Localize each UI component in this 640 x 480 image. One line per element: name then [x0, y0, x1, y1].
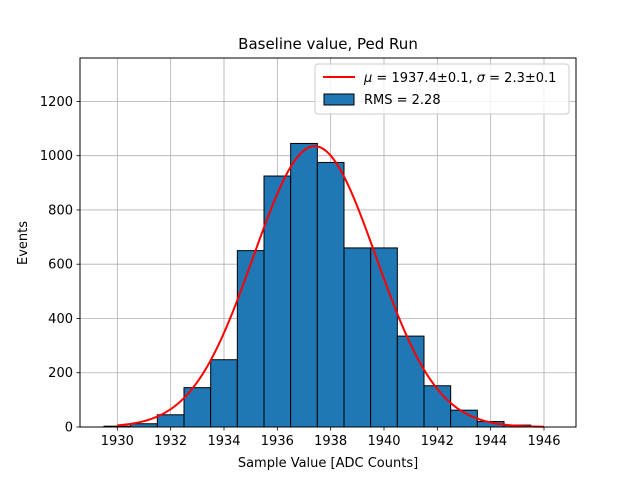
legend-rms-patch-icon	[323, 93, 355, 106]
legend-mu-value: = 1937.4±0.1,	[372, 71, 476, 86]
gaussian-fit-curve	[117, 145, 545, 428]
x-axis-ticks: 1930 1932 1934 1936 1938 1940 1942 1944 1946	[101, 427, 561, 449]
y-tick-label: 200	[48, 366, 73, 381]
histogram-bar	[263, 175, 292, 428]
x-axis-label: Sample Value [ADC Counts]	[238, 456, 418, 471]
gaussian-fit-line	[117, 145, 545, 428]
x-tick-label: 1946	[527, 434, 560, 449]
histogram-bars	[103, 142, 532, 428]
chart-title: Baseline value, Ped Run	[238, 35, 418, 53]
y-tick-label: 1200	[40, 95, 73, 110]
x-tick-label: 1936	[261, 434, 294, 449]
x-tick-label: 1934	[207, 434, 240, 449]
legend-rms-label: RMS = 2.28	[364, 93, 441, 108]
histogram-bar	[156, 414, 185, 428]
y-tick-label: 0	[65, 421, 73, 436]
legend: μ = 1937.4±0.1, σ = 2.3±0.1 RMS = 2.28	[314, 63, 570, 115]
legend-sigma-value: = 2.3±0.1	[485, 71, 556, 86]
histogram-bar	[316, 161, 345, 428]
legend-fit-label: μ = 1937.4±0.1, σ = 2.3±0.1	[363, 71, 556, 86]
histogram-bar	[210, 359, 238, 428]
x-tick-label: 1944	[474, 434, 507, 449]
legend-sigma-symbol: σ	[477, 71, 486, 86]
x-tick-label: 1942	[421, 434, 454, 449]
histogram-bar	[423, 385, 452, 428]
histogram-bar	[343, 247, 372, 428]
histogram-bar	[370, 247, 398, 428]
legend-box	[314, 63, 570, 115]
axes-frame	[79, 57, 577, 428]
y-tick-label: 600	[48, 258, 73, 273]
y-axis-ticks: 0 200 400 600 800 1000 1200	[40, 95, 80, 436]
y-axis-label: Events	[16, 221, 31, 265]
y-tick-label: 800	[48, 203, 73, 218]
x-tick-label: 1938	[314, 434, 347, 449]
x-tick-label: 1932	[154, 434, 187, 449]
histogram-bar	[396, 335, 425, 428]
legend-mu-symbol: μ	[363, 71, 372, 86]
histogram-bar	[290, 142, 318, 428]
x-tick-label: 1930	[101, 434, 134, 449]
histogram-bar	[236, 250, 265, 428]
y-tick-label: 1000	[40, 149, 73, 164]
x-tick-label: 1940	[367, 434, 400, 449]
y-tick-label: 400	[48, 312, 73, 327]
